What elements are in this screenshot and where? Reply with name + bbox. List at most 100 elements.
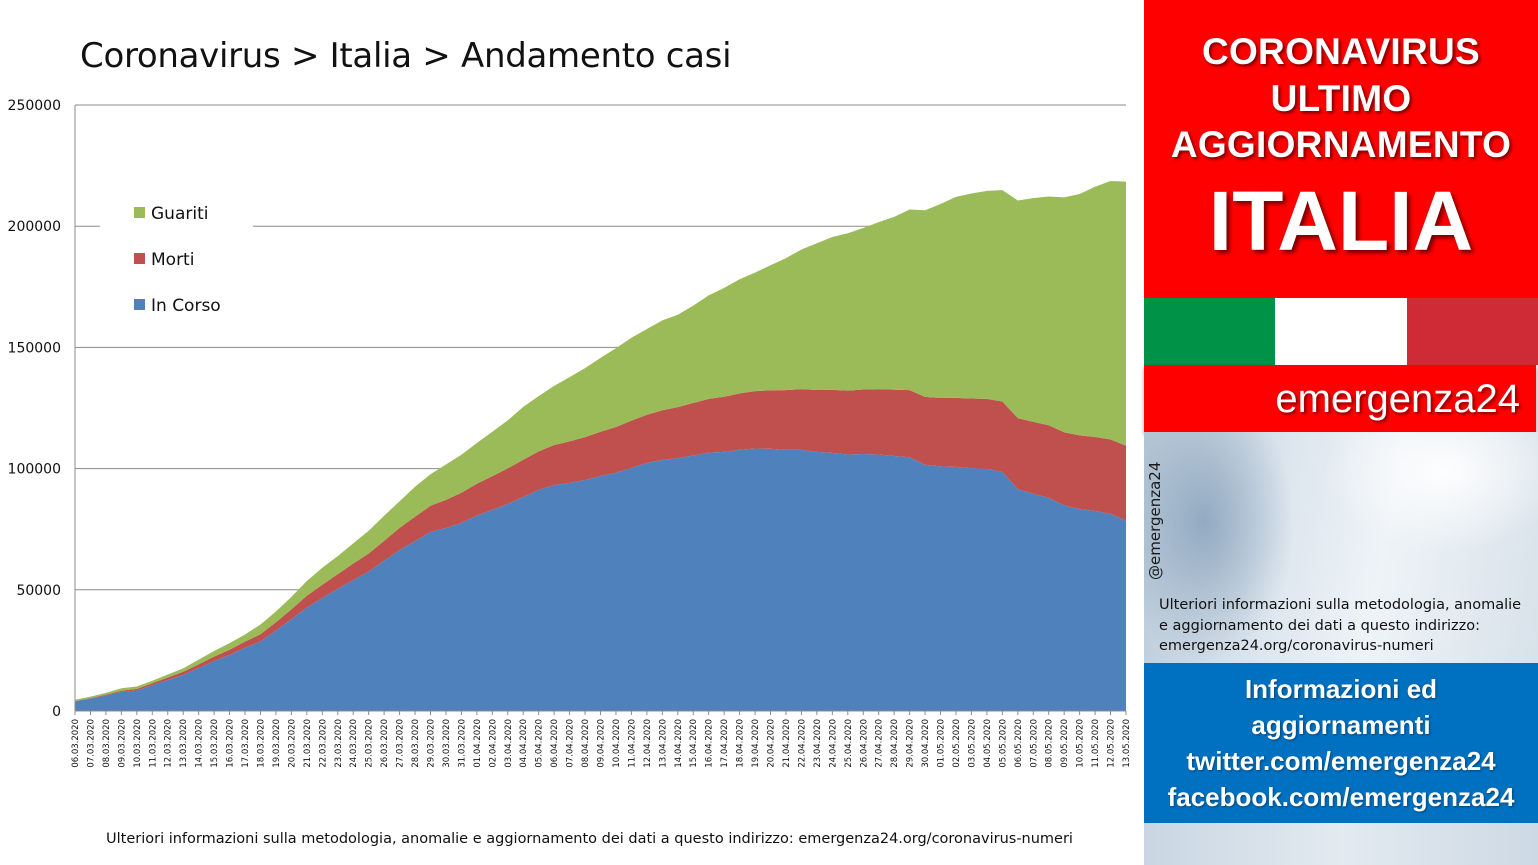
x-tick-label: 24.04.2020 (828, 719, 838, 768)
y-tick-label: 100000 (8, 462, 61, 478)
x-tick-label: 29.04.2020 (906, 719, 916, 768)
x-tick-label: 29.03.2020 (426, 719, 436, 768)
x-tick-label: 25.03.2020 (365, 719, 375, 768)
italian-flag (1144, 298, 1538, 365)
y-tick-label: 0 (52, 704, 61, 720)
x-tick-label: 04.05.2020 (983, 719, 993, 768)
x-tick-label: 14.04.2020 (674, 719, 684, 768)
x-tick-label: 07.04.2020 (566, 719, 576, 768)
x-tick-label: 12.03.2020 (164, 719, 174, 768)
x-tick-label: 26.03.2020 (380, 719, 390, 768)
x-tick-label: 06.04.2020 (550, 719, 560, 768)
flag-stripe-red (1406, 298, 1538, 365)
x-tick-label: 28.03.2020 (411, 719, 421, 768)
x-tick-label: 02.04.2020 (488, 719, 498, 768)
x-tick-label: 03.04.2020 (504, 719, 514, 768)
area-chart: 0 50000 100000 150000 200000 250000 06.03.2020… (8, 98, 1132, 768)
x-tick-label: 18.04.2020 (736, 719, 746, 768)
methodology-note: Ulteriori informazioni sulla metodologia… (1159, 597, 1522, 654)
x-tick-label: 01.04.2020 (473, 719, 483, 768)
x-tick-label: 13.03.2020 (179, 719, 189, 768)
x-tick-label: 17.04.2020 (720, 719, 730, 768)
footer-note: Ulteriori informazioni sulla metodologia… (106, 831, 1073, 847)
country-title: ITALIA (1208, 174, 1474, 268)
x-tick-label: 18.03.2020 (256, 719, 266, 768)
x-tick-label: 25.04.2020 (844, 719, 854, 768)
x-tick-label: 15.04.2020 (689, 719, 699, 768)
x-tick-label: 20.04.2020 (767, 719, 777, 768)
bottom-strip (1144, 823, 1538, 865)
photo-panel: @emergenza24 Ulteriori informazioni sull… (1144, 432, 1538, 663)
brand-bar: emergenza24 (1144, 365, 1536, 432)
x-tick-label: 15.03.2020 (210, 719, 220, 768)
series-area-guariti (75, 181, 1126, 702)
x-tick-label: 21.03.2020 (303, 719, 313, 768)
headline-panel: CORONAVIRUS ULTIMO AGGIORNAMENTO ITALIA (1144, 0, 1538, 298)
x-tick-label: 09.04.2020 (597, 719, 607, 768)
legend-label: Morti (151, 250, 194, 270)
x-tick-label: 16.04.2020 (705, 719, 715, 768)
x-tick-label: 06.03.2020 (71, 719, 81, 768)
x-tick-label: 30.03.2020 (442, 719, 452, 768)
chart-title: Coronavirus > Italia > Andamento casi (80, 36, 732, 76)
headline-line-3: AGGIORNAMENTO (1170, 124, 1512, 165)
x-tick-label: 23.04.2020 (813, 719, 823, 768)
series-area-in-corso (75, 448, 1126, 711)
x-tick-label: 13.04.2020 (658, 719, 668, 768)
x-tick-label: 09.03.2020 (117, 719, 127, 768)
series-area-morti (75, 389, 1126, 702)
x-tick-label: 28.04.2020 (890, 719, 900, 768)
y-tick-label: 200000 (8, 219, 61, 235)
x-tick-label: 09.05.2020 (1060, 719, 1070, 768)
x-tick-label: 08.03.2020 (102, 719, 112, 768)
x-tick-label: 21.04.2020 (782, 719, 792, 768)
x-tick-label: 27.03.2020 (396, 719, 406, 768)
headline-line-1: CORONAVIRUS (1201, 31, 1481, 72)
x-tick-label: 23.03.2020 (334, 719, 344, 768)
brand-name: emergenza24 (1275, 377, 1520, 421)
x-tick-label: 13.05.2020 (1122, 719, 1132, 768)
x-tick-label: 08.05.2020 (1045, 719, 1055, 768)
twitter-handle: @emergenza24 (1146, 461, 1164, 580)
x-tick-label: 10.03.2020 (133, 719, 143, 768)
x-tick-label: 11.05.2020 (1091, 719, 1101, 768)
x-tick-label: 10.05.2020 (1076, 719, 1086, 768)
legend-swatch (134, 299, 145, 310)
x-tick-label: 27.04.2020 (875, 719, 885, 768)
x-tick-label: 07.05.2020 (1029, 719, 1039, 768)
legend-swatch (134, 207, 145, 218)
y-tick-label: 150000 (8, 340, 61, 356)
facebook-link[interactable]: facebook.com/emergenza24 (1167, 782, 1515, 812)
x-tick-label: 01.05.2020 (937, 719, 947, 768)
x-tick-label: 19.03.2020 (272, 719, 282, 768)
legend-box (100, 188, 253, 324)
x-tick-label: 30.04.2020 (921, 719, 931, 768)
x-tick-label: 02.05.2020 (952, 719, 962, 768)
x-tick-label: 11.04.2020 (627, 719, 637, 768)
x-tick-label: 22.04.2020 (797, 719, 807, 768)
legend-label: In Corso (151, 296, 221, 316)
legend-swatch (134, 253, 145, 264)
x-tick-label: 12.05.2020 (1107, 719, 1117, 768)
x-tick-label: 12.04.2020 (643, 719, 653, 768)
info-line-1: Informazioni ed (1244, 674, 1438, 704)
info-line-2: aggiornamenti (1251, 710, 1431, 740)
y-tick-label: 50000 (16, 583, 61, 599)
x-tick-label: 24.03.2020 (349, 719, 359, 768)
x-tick-label: 20.03.2020 (287, 719, 297, 768)
info-panel: Informazioni ed aggiornamenti twitter.co… (1144, 663, 1538, 823)
x-tick-label: 16.03.2020 (226, 719, 236, 768)
x-tick-label: 08.04.2020 (581, 719, 591, 768)
x-tick-label: 10.04.2020 (612, 719, 622, 768)
twitter-link[interactable]: twitter.com/emergenza24 (1186, 746, 1496, 776)
headline-line-2: ULTIMO (1270, 78, 1412, 119)
x-tick-label: 03.05.2020 (967, 719, 977, 768)
flag-stripe-white (1275, 298, 1407, 365)
x-tick-label: 17.03.2020 (241, 719, 251, 768)
x-tick-label: 19.04.2020 (751, 719, 761, 768)
x-tick-label: 31.03.2020 (457, 719, 467, 768)
x-tick-label: 05.04.2020 (535, 719, 545, 768)
flag-stripe-green (1144, 298, 1276, 365)
x-tick-label: 26.04.2020 (859, 719, 869, 768)
